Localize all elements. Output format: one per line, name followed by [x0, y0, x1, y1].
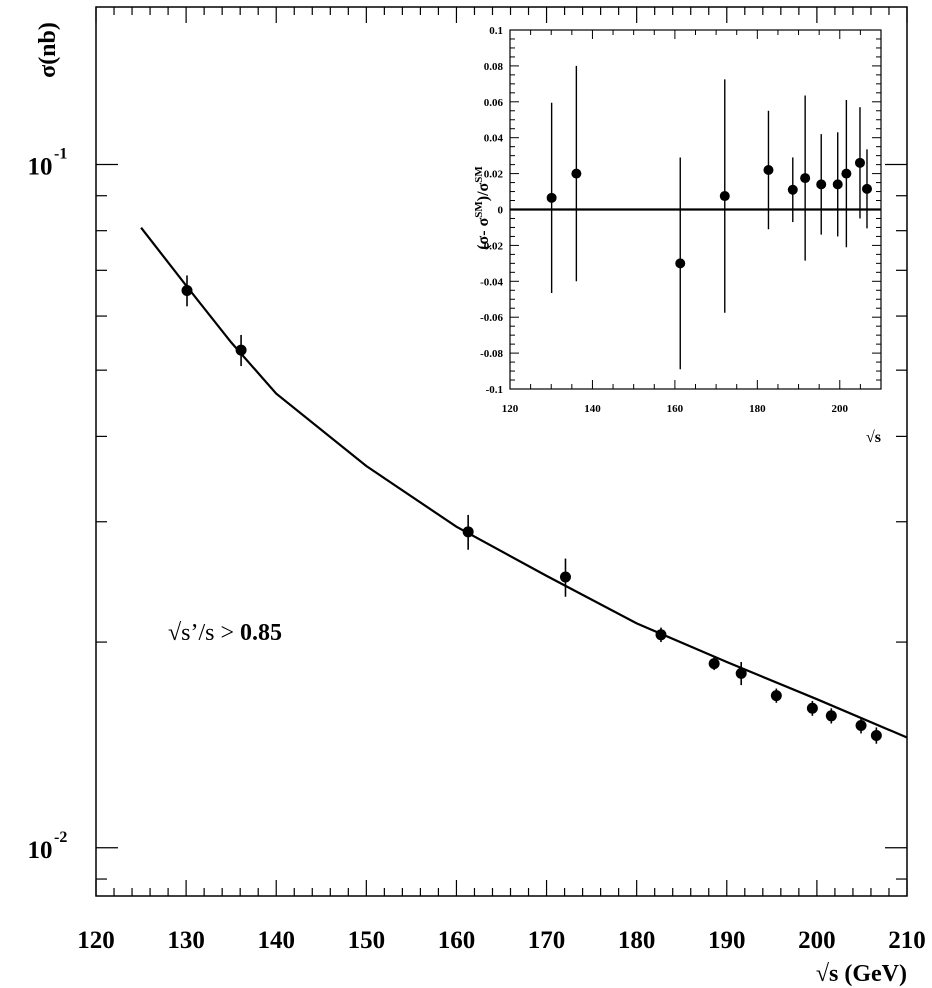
inset-y-tick-label: -0.04 [480, 276, 503, 288]
x-tick-label: 170 [528, 927, 566, 954]
inset-x-tick-label: 140 [584, 403, 601, 415]
inset-y-tick-label: -0.1 [486, 384, 503, 396]
y-tick-label-base: 10 [28, 837, 53, 864]
inset-data-point [719, 191, 730, 202]
inset-data-point [841, 168, 852, 179]
data-point [825, 710, 837, 722]
inset-y-axis-label: (σ- σSM)/σSM [473, 166, 492, 250]
inset-data-point [546, 192, 557, 203]
sm-curve [140, 227, 908, 739]
x-tick-label: 210 [888, 927, 926, 954]
inset-y-tick-label: 0.1 [489, 25, 503, 37]
inset-x-tick-label: 120 [502, 403, 519, 415]
inset-plot: 120 140 160 180 200 0.1 0.08 0.06 0.04 0.02 0 -0.02… [473, 25, 882, 446]
data-point [235, 344, 247, 356]
data-point [770, 690, 782, 702]
inset-y-tick-label: 0.08 [484, 61, 504, 73]
x-tick-label: 140 [257, 927, 295, 954]
x-tick-label: 150 [348, 927, 386, 954]
x-tick-label: 190 [708, 927, 746, 954]
inset-data-point [861, 183, 872, 194]
inset-x-tick-label: 160 [667, 403, 684, 415]
x-axis-label: √s (GeV) [816, 961, 907, 987]
inset-data-point [787, 184, 798, 195]
inset-y-tick-label: 0 [498, 205, 504, 217]
inset-data-point [816, 179, 827, 190]
x-tick-label: 130 [167, 927, 205, 954]
cut-annotation: √s’/s > 0.85 [168, 620, 282, 646]
inset-y-tick-label: -0.06 [480, 312, 503, 324]
inset-y-tick-label: 0.04 [484, 133, 504, 145]
data-point [855, 719, 867, 731]
data-point [735, 667, 747, 679]
y-tick-label-exp: -2 [54, 829, 67, 846]
inset-x-tick-label: 200 [832, 403, 849, 415]
y-tick-label-exp: -1 [54, 145, 67, 162]
data-point [870, 729, 882, 741]
inset-y-tick-label: -0.02 [480, 240, 503, 252]
data-point [181, 284, 193, 296]
data-point [806, 702, 818, 714]
inset-data-point [854, 157, 865, 168]
y-tick-label-base: 10 [28, 153, 53, 180]
inset-data-point [832, 179, 843, 190]
data-point [708, 658, 720, 670]
x-tick-label: 120 [77, 927, 115, 954]
inset-y-tick-label: -0.08 [480, 348, 503, 360]
inset-data-point [571, 168, 582, 179]
inset-y-tick-label: 0.02 [484, 169, 504, 181]
inset-x-tick-label: 180 [749, 403, 766, 415]
y-axis-label: σ(nb) [35, 22, 61, 78]
data-point [655, 629, 667, 641]
x-tick-label: 160 [438, 927, 476, 954]
plot-frame [95, 6, 908, 897]
inset-data-point [800, 173, 811, 184]
data-point [559, 571, 571, 583]
x-tick-label: 200 [798, 927, 836, 954]
inset-data-point [763, 165, 774, 176]
inset-x-axis-label: √s [866, 429, 881, 446]
inset-y-tick-label: 0.06 [484, 97, 504, 109]
data-point [462, 526, 474, 538]
x-tick-label: 180 [618, 927, 656, 954]
inset-data-point [675, 258, 686, 269]
